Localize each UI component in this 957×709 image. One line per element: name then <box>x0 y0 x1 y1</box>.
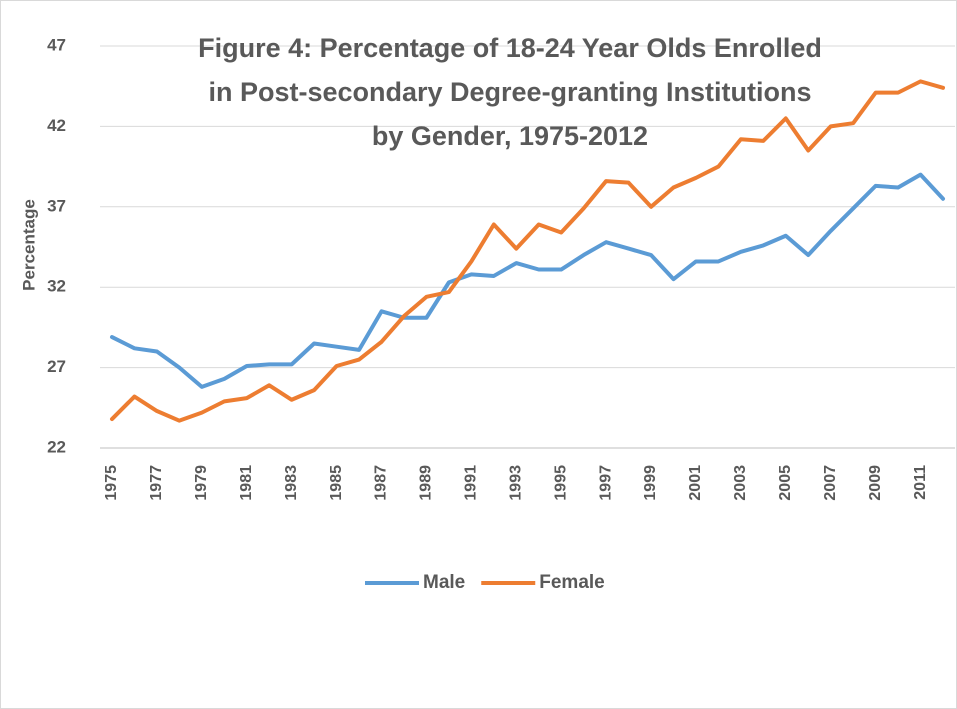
x-tick-label: 1983 <box>283 465 300 501</box>
x-tick-label: 1977 <box>148 465 165 501</box>
line-series <box>110 79 945 423</box>
chart-title: by Gender, 1975-2012 <box>372 121 648 151</box>
x-tick-label: 2001 <box>687 465 704 501</box>
y-tick-label: 37 <box>47 196 66 215</box>
x-tick-label: 1999 <box>642 465 659 501</box>
x-tick-label: 2009 <box>867 465 884 501</box>
legend-label: Female <box>539 572 604 593</box>
x-tick-label: 2007 <box>822 465 839 501</box>
x-tick-label: 2003 <box>732 465 749 501</box>
line-series <box>110 172 945 389</box>
x-tick-label: 2005 <box>777 465 794 501</box>
y-tick-label: 42 <box>47 116 66 135</box>
x-tick-label: 1997 <box>597 465 614 501</box>
x-tick-label: 1987 <box>373 465 390 501</box>
x-tick-label: 1979 <box>193 465 210 501</box>
x-tick-label: 1981 <box>238 465 255 501</box>
y-tick-label: 22 <box>47 437 66 456</box>
chart-title: in Post-secondary Degree-granting Instit… <box>208 77 811 107</box>
x-tick-label: 1993 <box>507 465 524 501</box>
x-tick-label: 1985 <box>328 465 345 501</box>
chart-title: Figure 4: Percentage of 18-24 Year Olds … <box>198 33 822 63</box>
x-tick-label: 1995 <box>552 465 569 501</box>
y-tick-label: 32 <box>47 277 66 296</box>
x-tick-label: 1975 <box>103 465 120 501</box>
y-axis-label: Percentage <box>19 199 38 291</box>
x-tick-label: 2011 <box>912 465 929 500</box>
legend-label: Male <box>423 572 465 593</box>
y-tick-label: 47 <box>47 35 66 54</box>
x-tick-label: 1989 <box>418 465 435 501</box>
y-tick-label: 27 <box>47 357 66 376</box>
x-tick-label: 1991 <box>463 465 480 501</box>
